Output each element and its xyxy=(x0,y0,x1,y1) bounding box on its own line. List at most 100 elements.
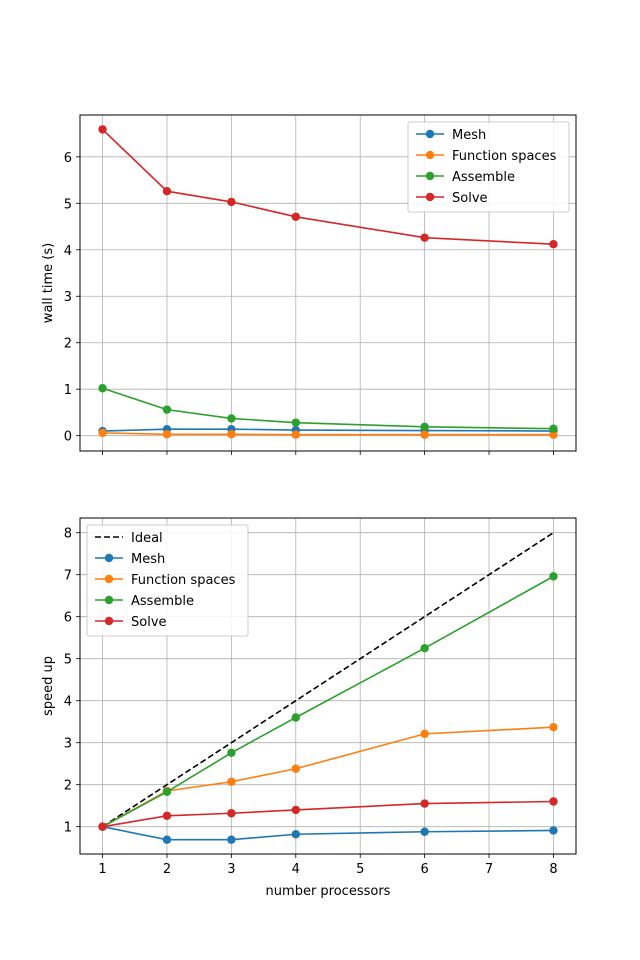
wall-time-point-assemble xyxy=(227,414,236,423)
speed-up-legend-marker xyxy=(104,574,114,584)
wall-time-y-tick-label: 5 xyxy=(64,197,72,212)
wall-time-legend-label: Function spaces xyxy=(452,149,557,164)
wall-time-point-solve xyxy=(227,197,236,207)
speed-up-y-tick-label: 8 xyxy=(64,527,72,542)
speed-up-y-tick-label: 5 xyxy=(64,653,72,668)
wall-time-y-tick-label: 0 xyxy=(64,430,72,445)
speed-up-plot-frame xyxy=(79,517,577,855)
speed-up-point-solve xyxy=(549,797,558,806)
speed-up-x-tick-label: 2 xyxy=(163,862,171,877)
speed-up-point-function-spaces xyxy=(227,777,236,786)
speed-up-x-axis-label: number processors xyxy=(266,884,391,899)
speed-up-point-mesh xyxy=(549,826,558,835)
speed-up-series-line-solve xyxy=(102,800,554,828)
speed-up-legend-marker xyxy=(104,616,114,626)
speed-up-point-mesh xyxy=(420,827,429,836)
speed-up-point-function-spaces xyxy=(420,729,429,739)
wall-time-y-tick-label: 6 xyxy=(64,151,72,166)
wall-time-point-solve xyxy=(98,125,107,134)
speed-up-point-function-spaces xyxy=(549,722,558,732)
speed-up-point-solve xyxy=(162,811,172,820)
speed-up-legend-label: Solve xyxy=(131,615,167,630)
speed-up-point-mesh xyxy=(227,835,236,844)
speed-up-point-function-spaces xyxy=(291,764,300,773)
speed-up-x-tick-label: 4 xyxy=(292,862,300,877)
speed-up-y-tick-label: 1 xyxy=(64,821,72,836)
speed-up-point-solve xyxy=(420,799,429,808)
speed-up-x-tick-label: 3 xyxy=(227,862,235,877)
wall-time-legend-marker xyxy=(425,192,435,202)
speed-up-legend xyxy=(86,524,249,637)
speed-up-y-tick-label: 2 xyxy=(64,779,72,794)
speed-up-point-solve xyxy=(98,822,107,831)
speed-up-x-tick-label: 7 xyxy=(485,862,493,877)
wall-time-point-solve xyxy=(162,187,172,196)
speed-up-legend-label: Assemble xyxy=(131,594,194,609)
speed-up-x-tick-label: 5 xyxy=(356,862,364,877)
speed-up-legend-entry-function-spaces: Function spaces xyxy=(95,573,236,588)
wall-time-point-assemble xyxy=(98,384,107,393)
speed-up-point-assemble xyxy=(291,713,300,722)
speed-up-series-line-assemble xyxy=(102,575,554,828)
wall-time-series-line-mesh xyxy=(102,428,554,432)
wall-time-legend-entry-function-spaces: Function spaces xyxy=(416,149,557,164)
speed-up-y-tick-label: 7 xyxy=(64,569,72,584)
speed-up-legend-entry-mesh: Mesh xyxy=(95,552,165,567)
wall-time-point-function-spaces xyxy=(227,430,236,439)
wall-time-point-assemble xyxy=(162,405,172,414)
wall-time-legend-marker xyxy=(425,129,435,139)
speed-up-legend-label: Function spaces xyxy=(131,573,236,588)
speed-up-point-solve xyxy=(291,805,300,815)
wall-time-point-assemble xyxy=(420,422,429,432)
wall-time-point-function-spaces xyxy=(420,430,429,439)
speed-up-point-mesh xyxy=(162,835,172,844)
speed-up-point-assemble xyxy=(162,787,172,797)
speed-up-point-assemble xyxy=(227,748,236,757)
wall-time-legend-marker xyxy=(425,150,435,160)
speed-up-legend-marker xyxy=(104,553,114,563)
speed-up-point-solve xyxy=(227,809,236,818)
wall-time-legend-label: Assemble xyxy=(452,170,515,185)
speed-up-legend-label: Mesh xyxy=(131,552,165,567)
speed-up-x-tick-label: 1 xyxy=(98,862,106,877)
speed-up-x-tick-label: 6 xyxy=(420,862,428,877)
wall-time-series-line-assemble xyxy=(102,387,554,430)
wall-time-point-function-spaces xyxy=(291,430,300,439)
speed-up-y-axis-label: speed up xyxy=(41,656,56,716)
wall-time-legend-entry-assemble: Assemble xyxy=(416,170,515,185)
speed-up-chart: 1 2 3 4 5 6 7 8 1 2 3 4 5 6 7 8 speed up number process… xyxy=(41,517,577,899)
wall-time-point-assemble xyxy=(291,418,300,427)
wall-time-legend xyxy=(407,121,570,213)
speed-up-legend-marker xyxy=(104,595,114,605)
wall-time-point-solve xyxy=(291,212,300,221)
speed-up-y-tick-label: 6 xyxy=(64,611,72,626)
wall-time-point-function-spaces xyxy=(98,428,107,438)
wall-time-point-solve xyxy=(549,239,558,249)
wall-time-point-function-spaces xyxy=(549,430,558,439)
wall-time-series-line-solve xyxy=(101,128,554,245)
speed-up-legend-entry-assemble: Assemble xyxy=(95,594,194,609)
speed-up-series-line-mesh xyxy=(102,825,554,841)
wall-time-chart: 0 1 2 3 4 5 6 wall time (s) Mesh Function space… xyxy=(41,114,577,455)
speed-up-y-tick-label: 4 xyxy=(64,695,72,710)
wall-time-point-function-spaces xyxy=(162,430,172,439)
speed-up-legend-label: Ideal xyxy=(131,531,163,546)
wall-time-legend-label: Mesh xyxy=(452,128,486,143)
wall-time-point-assemble xyxy=(549,424,558,433)
wall-time-legend-entry-mesh: Mesh xyxy=(416,128,486,143)
wall-time-point-solve xyxy=(420,233,429,242)
speed-up-y-tick-label: 3 xyxy=(64,737,72,752)
speed-up-point-assemble xyxy=(420,644,429,653)
wall-time-y-axis-label: wall time (s) xyxy=(41,243,56,323)
wall-time-y-tick-label: 2 xyxy=(64,337,72,352)
speed-up-legend-entry-solve: Solve xyxy=(95,615,167,630)
wall-time-y-tick-label: 3 xyxy=(64,290,72,305)
speed-up-legend-entry-ideal: Ideal xyxy=(95,531,163,546)
wall-time-legend-entry-solve: Solve xyxy=(416,191,488,206)
speed-up-point-mesh xyxy=(291,830,300,839)
wall-time-y-tick-label: 1 xyxy=(64,383,72,398)
speed-up-x-tick-label: 8 xyxy=(549,862,557,877)
wall-time-plot-frame xyxy=(79,114,577,452)
wall-time-legend-marker xyxy=(425,171,435,181)
